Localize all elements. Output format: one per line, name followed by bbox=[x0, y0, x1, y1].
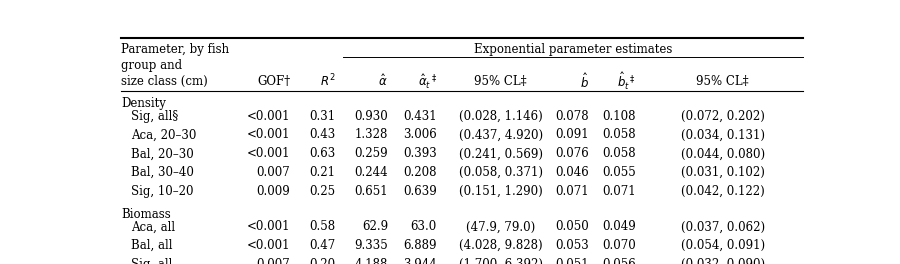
Text: 0.076: 0.076 bbox=[555, 147, 589, 160]
Text: 0.244: 0.244 bbox=[355, 166, 388, 179]
Text: 0.055: 0.055 bbox=[602, 166, 635, 179]
Text: 4.188: 4.188 bbox=[355, 258, 388, 264]
Text: (47.9, 79.0): (47.9, 79.0) bbox=[466, 220, 536, 233]
Text: $\hat{\alpha}$: $\hat{\alpha}$ bbox=[378, 73, 388, 89]
Text: (4.028, 9.828): (4.028, 9.828) bbox=[459, 239, 543, 252]
Text: Bal, 20–30: Bal, 20–30 bbox=[131, 147, 194, 160]
Text: 0.108: 0.108 bbox=[602, 110, 635, 122]
Text: 3.006: 3.006 bbox=[403, 129, 436, 142]
Text: 0.58: 0.58 bbox=[310, 220, 336, 233]
Text: 0.049: 0.049 bbox=[602, 220, 635, 233]
Text: (0.072, 0.202): (0.072, 0.202) bbox=[681, 110, 765, 122]
Text: Sig, 10–20: Sig, 10–20 bbox=[131, 185, 194, 198]
Text: 0.47: 0.47 bbox=[310, 239, 336, 252]
Text: <0.001: <0.001 bbox=[247, 110, 291, 122]
Text: <0.001: <0.001 bbox=[247, 147, 291, 160]
Text: (0.151, 1.290): (0.151, 1.290) bbox=[459, 185, 543, 198]
Text: 63.0: 63.0 bbox=[410, 220, 436, 233]
Text: 0.431: 0.431 bbox=[403, 110, 436, 122]
Text: (1.700, 6.392): (1.700, 6.392) bbox=[459, 258, 543, 264]
Text: (0.028, 1.146): (0.028, 1.146) bbox=[459, 110, 543, 122]
Text: Sig, all: Sig, all bbox=[131, 258, 173, 264]
Text: $\hat{b}_t$$^\ddagger$: $\hat{b}_t$$^\ddagger$ bbox=[616, 71, 635, 92]
Text: (0.044, 0.080): (0.044, 0.080) bbox=[680, 147, 765, 160]
Text: Bal, all: Bal, all bbox=[131, 239, 173, 252]
Text: 0.63: 0.63 bbox=[310, 147, 336, 160]
Text: 0.007: 0.007 bbox=[256, 166, 291, 179]
Text: 0.930: 0.930 bbox=[355, 110, 388, 122]
Text: (0.437, 4.920): (0.437, 4.920) bbox=[459, 129, 543, 142]
Text: 9.335: 9.335 bbox=[355, 239, 388, 252]
Text: 0.21: 0.21 bbox=[310, 166, 336, 179]
Text: (0.058, 0.371): (0.058, 0.371) bbox=[459, 166, 543, 179]
Text: 0.259: 0.259 bbox=[355, 147, 388, 160]
Text: 95% CL‡: 95% CL‡ bbox=[474, 75, 527, 88]
Text: 0.050: 0.050 bbox=[555, 220, 589, 233]
Text: size class (cm): size class (cm) bbox=[121, 75, 208, 88]
Text: 0.070: 0.070 bbox=[602, 239, 635, 252]
Text: (0.031, 0.102): (0.031, 0.102) bbox=[681, 166, 765, 179]
Text: Bal, 30–40: Bal, 30–40 bbox=[131, 166, 194, 179]
Text: 0.25: 0.25 bbox=[310, 185, 336, 198]
Text: (0.042, 0.122): (0.042, 0.122) bbox=[681, 185, 765, 198]
Text: <0.001: <0.001 bbox=[247, 239, 291, 252]
Text: <0.001: <0.001 bbox=[247, 129, 291, 142]
Text: 0.009: 0.009 bbox=[256, 185, 291, 198]
Text: Aca, all: Aca, all bbox=[131, 220, 176, 233]
Text: 0.051: 0.051 bbox=[555, 258, 589, 264]
Text: 0.43: 0.43 bbox=[310, 129, 336, 142]
Text: 0.393: 0.393 bbox=[403, 147, 436, 160]
Text: <0.001: <0.001 bbox=[247, 220, 291, 233]
Text: 0.071: 0.071 bbox=[602, 185, 635, 198]
Text: Parameter, by fish: Parameter, by fish bbox=[121, 44, 229, 56]
Text: (0.032, 0.090): (0.032, 0.090) bbox=[680, 258, 765, 264]
Text: Exponential parameter estimates: Exponential parameter estimates bbox=[473, 44, 672, 56]
Text: Biomass: Biomass bbox=[121, 208, 171, 221]
Text: 62.9: 62.9 bbox=[362, 220, 388, 233]
Text: $\hat{b}$: $\hat{b}$ bbox=[580, 72, 589, 91]
Text: 0.007: 0.007 bbox=[256, 258, 291, 264]
Text: 1.328: 1.328 bbox=[355, 129, 388, 142]
Text: $\hat{\alpha}_t$$^\ddagger$: $\hat{\alpha}_t$$^\ddagger$ bbox=[418, 72, 436, 91]
Text: 0.20: 0.20 bbox=[310, 258, 336, 264]
Text: 0.091: 0.091 bbox=[555, 129, 589, 142]
Text: 0.058: 0.058 bbox=[602, 129, 635, 142]
Text: (0.037, 0.062): (0.037, 0.062) bbox=[680, 220, 765, 233]
Text: (0.054, 0.091): (0.054, 0.091) bbox=[680, 239, 765, 252]
Text: 0.31: 0.31 bbox=[310, 110, 336, 122]
Text: Aca, 20–30: Aca, 20–30 bbox=[131, 129, 197, 142]
Text: 0.053: 0.053 bbox=[555, 239, 589, 252]
Text: 95% CL‡: 95% CL‡ bbox=[697, 75, 749, 88]
Text: 0.639: 0.639 bbox=[403, 185, 436, 198]
Text: (0.241, 0.569): (0.241, 0.569) bbox=[459, 147, 543, 160]
Text: GOF†: GOF† bbox=[257, 75, 291, 88]
Text: Sig, all§: Sig, all§ bbox=[131, 110, 178, 122]
Text: 6.889: 6.889 bbox=[403, 239, 436, 252]
Text: 0.058: 0.058 bbox=[602, 147, 635, 160]
Text: 3.944: 3.944 bbox=[403, 258, 436, 264]
Text: 0.071: 0.071 bbox=[555, 185, 589, 198]
Text: group and: group and bbox=[121, 59, 182, 72]
Text: 0.651: 0.651 bbox=[355, 185, 388, 198]
Text: Density: Density bbox=[121, 97, 166, 110]
Text: 0.056: 0.056 bbox=[602, 258, 635, 264]
Text: 0.208: 0.208 bbox=[403, 166, 436, 179]
Text: 0.078: 0.078 bbox=[555, 110, 589, 122]
Text: $R^2$: $R^2$ bbox=[320, 73, 336, 90]
Text: (0.034, 0.131): (0.034, 0.131) bbox=[680, 129, 765, 142]
Text: 0.046: 0.046 bbox=[555, 166, 589, 179]
